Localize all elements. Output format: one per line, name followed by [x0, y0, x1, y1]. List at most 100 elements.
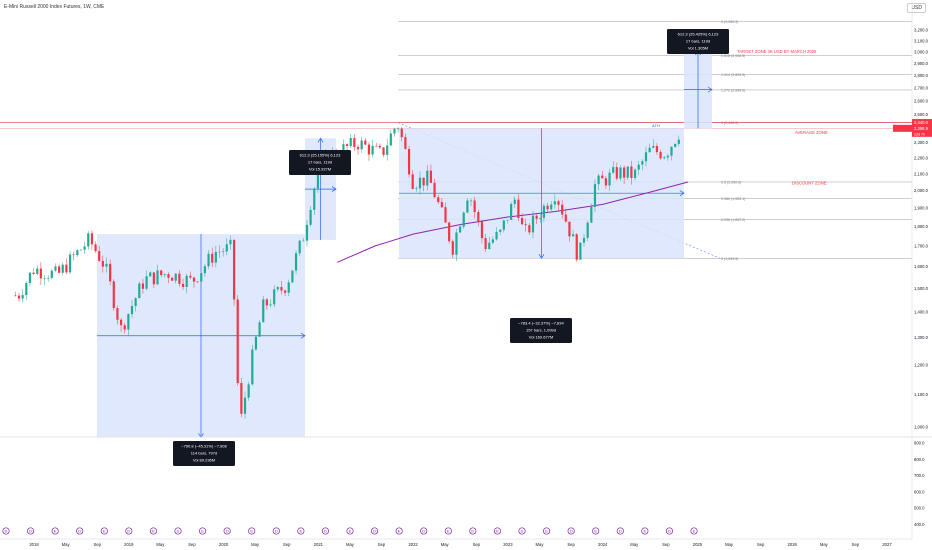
- candle-body: [641, 161, 644, 165]
- candle-body: [561, 204, 564, 215]
- price-tick-label-lower: 500.0: [914, 506, 925, 511]
- candle-body: [513, 199, 516, 204]
- price-tick-label: 1,300.0: [914, 335, 929, 340]
- candle-body: [76, 250, 79, 256]
- candle-body: [284, 290, 287, 293]
- candle-body: [590, 206, 593, 223]
- candle-body: [364, 140, 367, 145]
- event-marker: [2, 527, 10, 535]
- candle-body: [305, 224, 309, 241]
- candle-body: [218, 251, 221, 253]
- event-marker: [469, 527, 477, 535]
- candle-body: [411, 174, 414, 189]
- candle-body: [203, 266, 207, 274]
- price-tag-current-label: 2,398.9: [914, 126, 929, 131]
- price-tick-label: 2,800.0: [914, 73, 929, 78]
- measure-tooltip-line: −783.4 (−32.37%) −7,834: [518, 321, 564, 326]
- drawdown-box-2022-varrow: [538, 253, 545, 259]
- candle-body: [119, 319, 123, 326]
- candle-body: [648, 147, 651, 153]
- candle-body: [462, 212, 465, 227]
- candle-body: [47, 277, 50, 279]
- candle-body: [83, 246, 86, 250]
- time-tick-label: 2021: [314, 542, 324, 547]
- candle-body: [171, 277, 174, 281]
- candle-body: [200, 273, 203, 282]
- fib-label: 0.5 (2,050.0): [721, 180, 741, 184]
- event-marker-label: E: [152, 529, 155, 534]
- candle-body: [316, 170, 320, 189]
- time-tick-label: Sep: [93, 542, 101, 547]
- measure-tooltip-line: 114 bars, 797d: [191, 451, 217, 456]
- candle-body: [65, 264, 68, 273]
- event-marker-label: D: [5, 529, 8, 534]
- moving-average: [337, 181, 689, 263]
- candle-body: [214, 251, 217, 263]
- time-tick-label: May: [251, 542, 260, 547]
- candle-body: [524, 224, 527, 226]
- event-marker: [444, 527, 452, 535]
- candle-body: [36, 268, 39, 274]
- candle-body: [484, 238, 487, 250]
- measure-tooltip-line: −790.8 (−45.31%) −7,908: [181, 444, 227, 449]
- drawdown-box-2018-harrow: [300, 332, 306, 339]
- candle-body: [58, 266, 61, 273]
- candle-body: [130, 305, 134, 315]
- fib-label: 0.382 (1,953.1): [721, 197, 745, 201]
- candle-body: [499, 229, 502, 232]
- annotations: 612.3 (25.425%) 6,123 17 bars, 119d Vol 1.…: [173, 29, 828, 466]
- event-marker: [272, 527, 280, 535]
- candle-body: [309, 209, 312, 225]
- event-marker: [690, 527, 698, 535]
- candle-body: [626, 166, 629, 178]
- chart-title: E-Mini Russell 2000 Index Futures, 1W, C…: [4, 4, 105, 10]
- candle-body: [356, 147, 360, 150]
- candle-body: [448, 222, 451, 242]
- time-tick-label: 2026: [788, 542, 798, 547]
- candle-body: [575, 234, 578, 260]
- candle-body: [542, 205, 546, 218]
- time-tick-label: Sep: [567, 542, 575, 547]
- measure-tooltip-line: 17 bars, 119d: [686, 39, 710, 44]
- currency-button[interactable]: USD: [907, 3, 926, 13]
- price-tag-red-label: 2,440.0: [914, 120, 929, 125]
- event-marker-label: D: [275, 529, 278, 534]
- time-tick-label: 2018: [29, 542, 39, 547]
- price-tag-countdown: 13d 7h: [914, 132, 925, 136]
- candle-body: [593, 184, 597, 207]
- event-marker: [27, 527, 35, 535]
- candle-body: [109, 263, 112, 282]
- candle-body: [87, 233, 90, 247]
- candle-body: [291, 270, 294, 283]
- candle-body: [397, 128, 400, 130]
- event-marker-label: D: [619, 529, 622, 534]
- candle-body: [429, 170, 433, 183]
- candle-body: [280, 287, 283, 291]
- event-marker: [248, 527, 256, 535]
- price-tick-label: 1,000.0: [914, 425, 929, 430]
- candle-body: [43, 278, 46, 279]
- symbol-tag: [893, 124, 912, 132]
- event-marker: [420, 527, 428, 535]
- event-marker-label: D: [570, 529, 573, 534]
- candle-body: [211, 253, 214, 263]
- candle-body: [520, 218, 524, 225]
- event-marker-label: D: [373, 529, 376, 534]
- time-tick-label: 2024: [598, 542, 608, 547]
- measure-tooltip-line: 612.3 (25.155%) 6,123: [300, 153, 341, 158]
- average-zone-label: AVERAGE ZONE: [795, 130, 828, 135]
- measure-tooltip-line: 157 bars, 1,099d: [526, 328, 556, 333]
- event-marker: [616, 527, 624, 535]
- time-tick-label: 2023: [503, 542, 513, 547]
- event-marker-label: D: [29, 529, 32, 534]
- event-marker-label: D: [324, 529, 327, 534]
- candle-body: [510, 203, 513, 220]
- measure-tooltip-line: Vol 89.236M: [193, 458, 215, 463]
- price-tick-label: 2,500.0: [914, 112, 929, 117]
- candle-body: [134, 298, 137, 306]
- moving-average-line: [337, 181, 689, 263]
- time-tick-label: Sep: [757, 542, 765, 547]
- candle-body: [353, 138, 356, 148]
- time-tick-label: Sep: [188, 542, 196, 547]
